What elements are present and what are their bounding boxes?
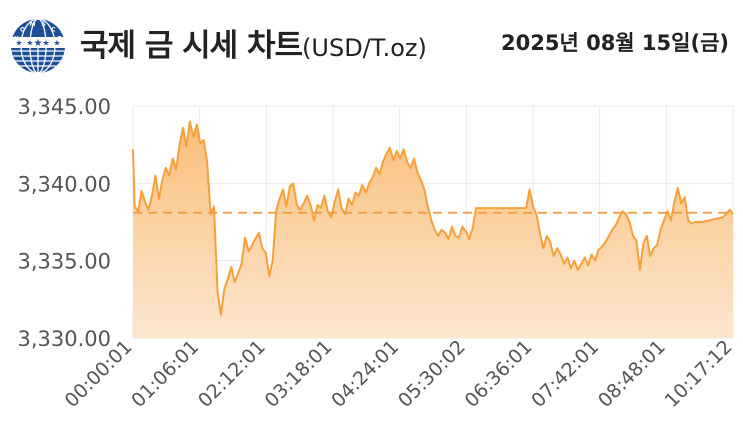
logo-letter: O — [20, 26, 25, 33]
x-tick-label: 02:12:01 — [194, 336, 270, 412]
logo-letter: M — [29, 21, 35, 28]
y-tick-label: 3,330.00 — [17, 327, 111, 351]
title-unit: (USD/T.oz) — [302, 34, 427, 62]
x-tick-label: 08:48:01 — [594, 336, 670, 412]
y-tick-label: 3,335.00 — [17, 250, 111, 274]
x-tick-label: 10:17:12 — [661, 336, 737, 412]
x-tick-label: 07:42:01 — [527, 336, 603, 412]
price-line — [132, 120, 734, 316]
svg-text:★: ★ — [42, 39, 49, 48]
logo-letter: C — [51, 26, 56, 33]
x-tick-label: 01:06:01 — [127, 336, 203, 412]
page-title: 국제 금 시세 차트(USD/T.oz) — [80, 20, 427, 65]
svg-text:★: ★ — [34, 38, 43, 49]
svg-text:★: ★ — [15, 39, 22, 48]
logo-letter: S — [41, 21, 45, 28]
title-text: 국제 금 시세 차트 — [80, 28, 303, 64]
x-tick-label: 05:30:02 — [394, 336, 470, 412]
price-area — [133, 121, 733, 338]
x-tick-label: 06:36:01 — [461, 336, 537, 412]
x-tick-label: 04:24:01 — [327, 336, 403, 412]
logo-letter: O — [57, 36, 62, 43]
date-label: 2025년 08월 15일(금) — [501, 31, 729, 55]
logo-letter: K — [14, 36, 19, 43]
y-tick-label: 3,340.00 — [17, 172, 111, 196]
gold-price-chart: 3,345.003,340.003,335.003,330.0000:00:01… — [17, 95, 737, 412]
x-tick-label: 03:18:01 — [261, 336, 337, 412]
svg-text:★: ★ — [26, 39, 33, 48]
svg-text:★: ★ — [53, 39, 60, 48]
komsco-logo: ★ ★ ★ ★ ★ KOM SCO — [10, 19, 66, 73]
y-tick-label: 3,345.00 — [17, 95, 111, 119]
